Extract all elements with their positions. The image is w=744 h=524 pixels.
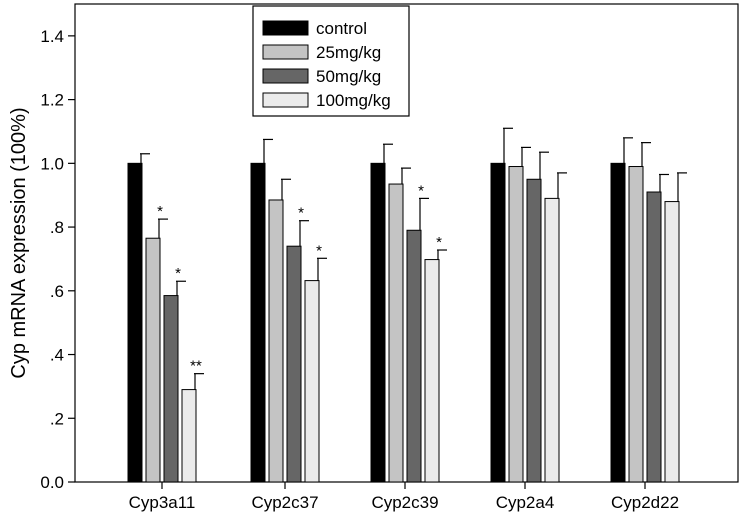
legend-swatch xyxy=(262,92,309,108)
bar xyxy=(610,162,626,483)
x-tick-label: Cyp2c39 xyxy=(371,493,438,512)
bar xyxy=(250,162,266,483)
bar xyxy=(646,191,662,483)
significance-label: * xyxy=(418,182,424,199)
legend: control 25mg/kg 50mg/kg 100mg/kg xyxy=(252,5,410,117)
legend-swatch xyxy=(262,68,309,84)
significance-label: * xyxy=(175,265,181,282)
x-axis: Cyp3a11 Cyp2c37 Cyp2c39 Cyp2a4 Cyp2d22 xyxy=(129,482,679,512)
significance-label: * xyxy=(157,203,163,220)
x-tick-label: Cyp2d22 xyxy=(611,493,679,512)
y-tick-label: .6 xyxy=(50,282,64,301)
y-axis-label: Cyp mRNA expression (100%) xyxy=(8,107,30,378)
x-tick-label: Cyp3a11 xyxy=(129,493,196,512)
bar xyxy=(268,199,284,483)
bar xyxy=(544,197,560,483)
y-tick-label: .8 xyxy=(50,218,64,237)
y-tick-label: .4 xyxy=(50,346,64,365)
bar xyxy=(490,162,506,483)
bar xyxy=(508,166,524,483)
bar xyxy=(181,389,197,483)
y-tick-label: 1.2 xyxy=(40,91,64,110)
bar xyxy=(424,259,440,483)
significance-label: * xyxy=(436,234,442,251)
legend-swatch xyxy=(262,20,309,36)
bar xyxy=(127,162,143,483)
significance-label: * xyxy=(298,205,304,222)
bar xyxy=(628,166,644,483)
bar xyxy=(526,178,542,483)
bar xyxy=(406,229,422,483)
bars: ******** xyxy=(127,127,687,483)
y-tick-label: 1.4 xyxy=(40,27,64,46)
y-tick-label: .2 xyxy=(50,409,64,428)
bar xyxy=(664,201,680,483)
y-tick-label: 0.0 xyxy=(40,473,64,492)
legend-label: 100mg/kg xyxy=(316,91,391,110)
y-axis: 0.0 .2 .4 .6 .8 1.0 1.2 1.4 xyxy=(40,27,75,492)
bar xyxy=(304,280,320,483)
significance-label: ** xyxy=(190,358,202,375)
bar xyxy=(145,237,161,483)
bar xyxy=(370,162,386,483)
bar xyxy=(163,295,179,483)
legend-swatch xyxy=(262,44,309,60)
y-tick-label: 1.0 xyxy=(40,154,64,173)
legend-label: 25mg/kg xyxy=(316,43,381,62)
significance-label: * xyxy=(316,242,322,259)
bar xyxy=(286,245,302,483)
bar xyxy=(388,183,404,483)
legend-label: control xyxy=(316,19,367,38)
x-tick-label: Cyp2c37 xyxy=(251,493,318,512)
legend-label: 50mg/kg xyxy=(316,67,381,86)
x-tick-label: Cyp2a4 xyxy=(496,493,555,512)
